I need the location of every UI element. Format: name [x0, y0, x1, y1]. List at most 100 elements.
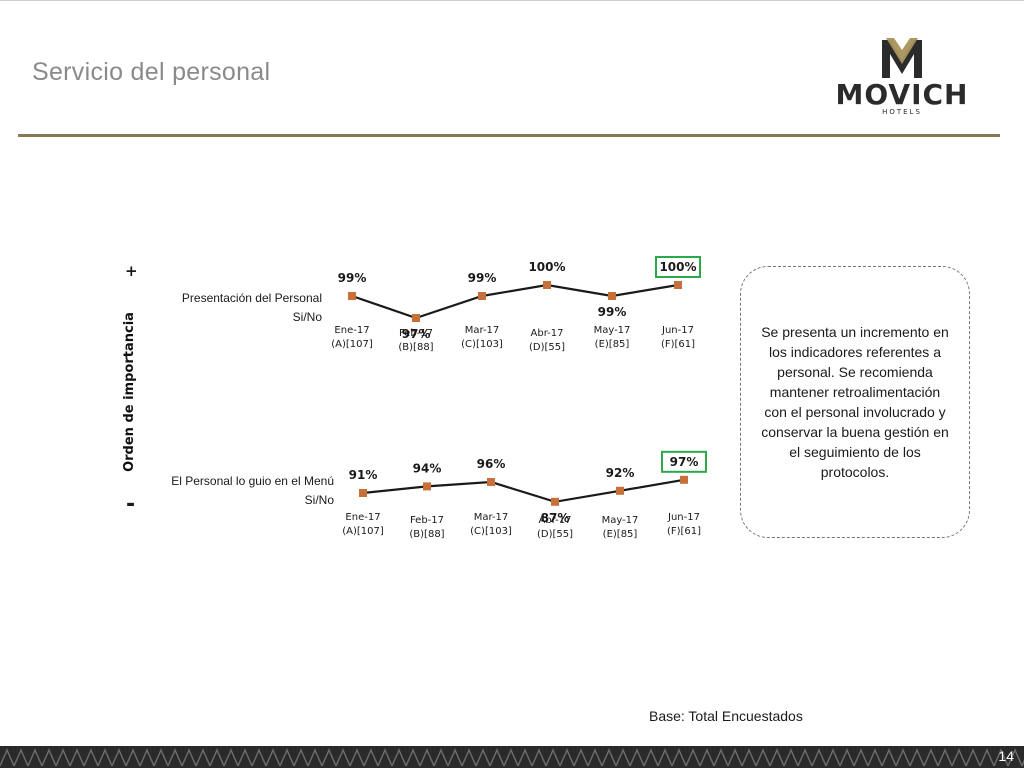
footer-zigzag-segment: [111, 748, 127, 767]
movich-hotels-logo: MOVICH HOTELS: [816, 36, 988, 120]
footer-zigzag-segment: [615, 748, 631, 767]
footer-zigzag-segment: [811, 748, 827, 767]
footer-zigzag-segment: [755, 748, 771, 767]
data-value-label: 100%: [528, 260, 565, 274]
data-point-marker: [543, 281, 551, 289]
footer-zigzag-segment: [993, 748, 1009, 767]
data-value-label: 96%: [477, 457, 506, 471]
footer-zigzag-segment: [181, 748, 197, 767]
series-title-line: Si/No: [305, 493, 335, 507]
recommendation-text: Se presenta un incremento en los indicad…: [761, 324, 949, 480]
footer-zigzag-segment: [307, 748, 323, 767]
footer-pattern-band: [0, 746, 1024, 768]
category-label-month: Jun-17: [667, 512, 700, 523]
footer-zigzag-segment: [643, 748, 659, 767]
footer-zigzag-segment: [125, 748, 141, 767]
movich-monogram-icon: [882, 38, 922, 78]
footer-zigzag-segment: [783, 748, 799, 767]
footer-zigzag-segment: [265, 748, 281, 767]
category-label-month: Abr-17: [531, 328, 564, 339]
footer-zigzag-segment: [419, 748, 435, 767]
footer-zigzag-segment: [27, 748, 43, 767]
top-border: [0, 0, 1024, 1]
category-label-base: (D)[55]: [537, 529, 573, 540]
footer-zigzag-segment: [531, 748, 547, 767]
footer-zigzag-segment: [937, 748, 953, 767]
page-number: 14: [998, 748, 1014, 764]
footer-zigzag: [0, 748, 1024, 767]
data-value-label: 99%: [468, 271, 497, 285]
footer-zigzag-segment: [797, 748, 813, 767]
data-value-label: 100%: [659, 260, 696, 274]
highlight-box: [661, 450, 707, 473]
data-value-label: 94%: [413, 461, 442, 475]
footer-zigzag-segment: [139, 748, 155, 767]
footer-zigzag-segment: [909, 748, 925, 767]
footer-zigzag-segment: [657, 748, 673, 767]
footer-zigzag-segment: [699, 748, 715, 767]
footer-zigzag-segment: [251, 748, 267, 767]
category-label-base: (A)[107]: [342, 526, 384, 537]
data-value-label: 92%: [606, 466, 635, 480]
footer-zigzag-segment: [335, 748, 351, 767]
footer-zigzag-segment: [545, 748, 561, 767]
category-label-base: (F)[61]: [661, 339, 695, 350]
footer-zigzag-segment: [1007, 748, 1023, 767]
data-value-label: 97%: [402, 327, 431, 341]
footer-zigzag-segment: [881, 748, 897, 767]
category-label-month: Ene-17: [334, 325, 369, 336]
footer-zigzag-segment: [97, 748, 113, 767]
data-value-label: 99%: [598, 305, 627, 319]
highlight-box: [655, 256, 701, 278]
footer-zigzag-segment: [601, 748, 617, 767]
data-point-marker: [412, 314, 420, 322]
importance-plus-sign: +: [125, 262, 138, 280]
series-line: [351, 283, 679, 320]
footer-zigzag-segment: [83, 748, 99, 767]
logo-subtitle: HOTELS: [882, 108, 922, 116]
category-label-base: (E)[85]: [595, 339, 630, 350]
category-label-month: Feb-17: [399, 328, 433, 339]
page-title: Servicio del personal: [32, 58, 271, 86]
data-point-marker: [674, 281, 682, 289]
footer-zigzag-segment: [489, 748, 505, 767]
footer-zigzag-segment: [195, 748, 211, 767]
footer-zigzag-segment: [321, 748, 337, 767]
category-label-month: May-17: [602, 515, 639, 526]
category-label-base: (C)[103]: [470, 526, 512, 537]
recommendation-box: Se presenta un incremento en los indicad…: [740, 266, 970, 538]
footer-zigzag-segment: [167, 748, 183, 767]
data-value-label: 99%: [338, 271, 367, 285]
footer-zigzag-segment: [363, 748, 379, 767]
footer-zigzag-segment: [979, 748, 995, 767]
footer-zigzag-segment: [825, 748, 841, 767]
category-label-month: Ene-17: [345, 512, 380, 523]
footer-zigzag-segment: [671, 748, 687, 767]
logo-wordmark: MOVICH: [835, 78, 969, 111]
footer-zigzag-segment: [923, 748, 939, 767]
data-point-marker: [423, 482, 431, 491]
base-note: Base: Total Encuestados: [649, 708, 803, 724]
footer-zigzag-segment: [153, 748, 169, 767]
footer-zigzag-segment: [587, 748, 603, 767]
series-title-line: Presentación del Personal: [182, 291, 322, 305]
header-divider: [18, 134, 1000, 137]
footer-zigzag-segment: [13, 748, 29, 767]
data-point-marker: [487, 478, 495, 486]
category-label-month: Mar-17: [465, 325, 500, 336]
footer-zigzag-segment: [349, 748, 365, 767]
footer-zigzag-segment: [293, 748, 309, 767]
footer-zigzag-segment: [769, 748, 785, 767]
data-point-marker: [359, 489, 367, 497]
footer-zigzag-segment: [573, 748, 589, 767]
footer-zigzag-segment: [41, 748, 57, 767]
footer-zigzag-segment: [559, 748, 575, 767]
data-point-marker: [680, 475, 688, 484]
data-point-marker: [608, 292, 616, 300]
footer-zigzag-segment: [433, 748, 449, 767]
category-label-base: (F)[61]: [667, 526, 701, 537]
footer-zigzag-segment: [223, 748, 239, 767]
footer-zigzag-segment: [377, 748, 393, 767]
category-label-month: Abr-17: [539, 515, 572, 526]
